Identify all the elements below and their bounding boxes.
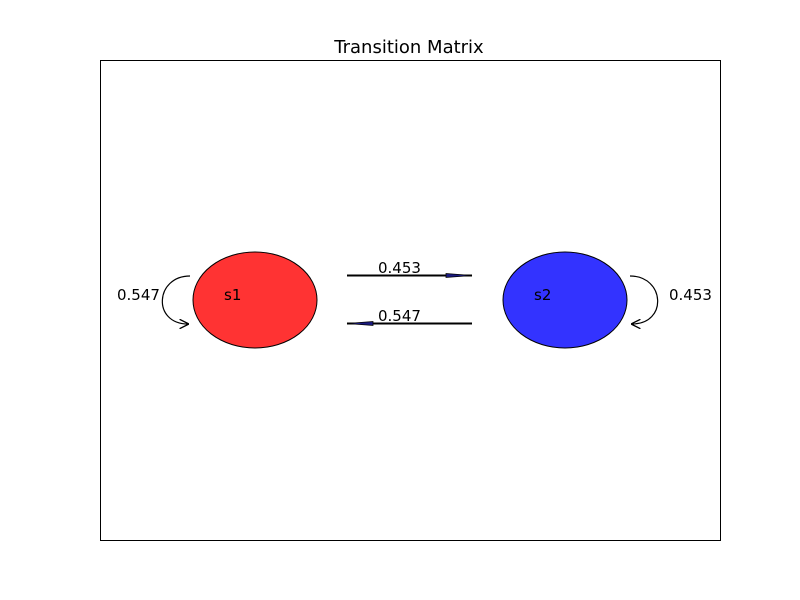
self-loop-s1-probability: 0.547	[117, 286, 160, 304]
edge-s2-to-s1	[346, 321, 472, 326]
state-node-s2	[502, 251, 628, 349]
state-node-s1	[192, 251, 318, 349]
self-loop-s1-arrow	[161, 275, 191, 324]
edge-s1-to-s2-arrowhead	[445, 273, 473, 278]
edge-s1-to-s2	[347, 273, 473, 278]
edge-s1-to-s2-probability: 0.453	[378, 259, 421, 277]
edge-s2-to-s1-arrowhead	[346, 321, 374, 326]
state-label-s2: s2	[534, 286, 551, 304]
self-loop-s2-arrow	[629, 275, 659, 324]
diagram-title: Transition Matrix	[333, 37, 484, 58]
state-label-s1: s1	[224, 286, 241, 304]
edge-s2-to-s1-probability: 0.547	[378, 307, 421, 325]
self-loop-s2-probability: 0.453	[669, 286, 712, 304]
